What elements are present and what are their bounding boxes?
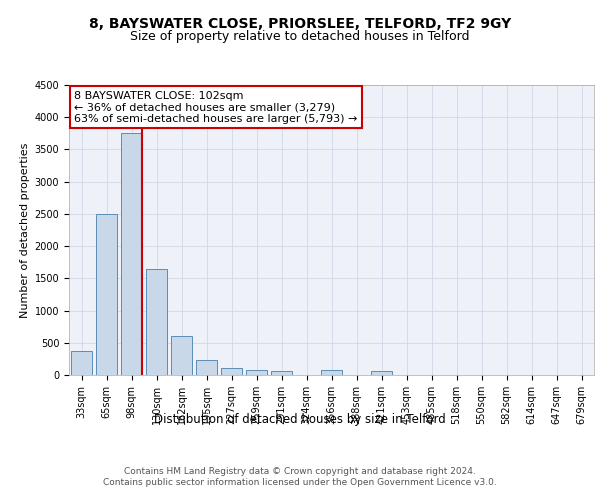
Bar (246, 370, 267, 375)
Bar (371, 371, 392, 375)
Bar (271, 371, 292, 375)
Bar (71, 350, 92, 375)
Bar (196, 360, 217, 375)
Bar (321, 370, 342, 375)
Bar (96, 214, 117, 375)
Bar (146, 270, 167, 375)
Bar (171, 336, 192, 375)
Bar (121, 134, 142, 375)
Bar (221, 368, 242, 375)
Text: 8 BAYSWATER CLOSE: 102sqm
← 36% of detached houses are smaller (3,279)
63% of se: 8 BAYSWATER CLOSE: 102sqm ← 36% of detac… (74, 91, 358, 124)
Text: Size of property relative to detached houses in Telford: Size of property relative to detached ho… (130, 30, 470, 43)
Text: Distribution of detached houses by size in Telford: Distribution of detached houses by size … (154, 412, 446, 426)
Text: Contains HM Land Registry data © Crown copyright and database right 2024.
Contai: Contains HM Land Registry data © Crown c… (103, 468, 497, 487)
Y-axis label: Number of detached properties: Number of detached properties (20, 142, 31, 318)
Text: 8, BAYSWATER CLOSE, PRIORSLEE, TELFORD, TF2 9GY: 8, BAYSWATER CLOSE, PRIORSLEE, TELFORD, … (89, 18, 511, 32)
